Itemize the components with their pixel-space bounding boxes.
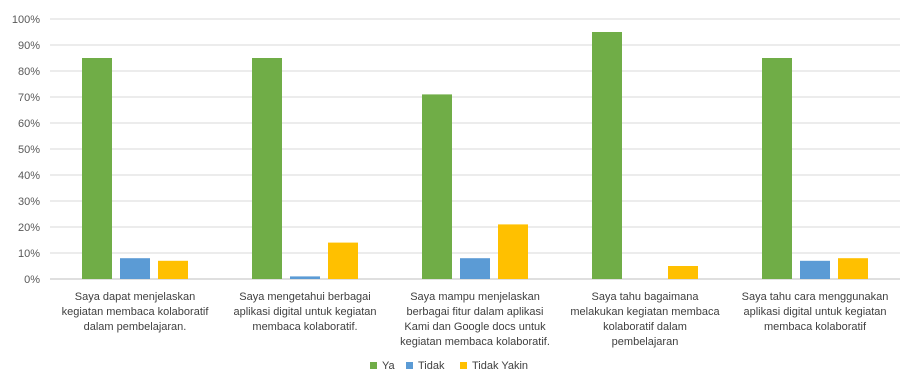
y-tick-label: 0% bbox=[24, 274, 40, 286]
bar-tidak-yakin bbox=[668, 266, 698, 279]
legend-swatch bbox=[370, 362, 377, 369]
y-tick-label: 80% bbox=[18, 66, 40, 78]
y-tick-label: 70% bbox=[18, 92, 40, 104]
category-label: Saya mampu menjelaskan berbagai fitur dal… bbox=[400, 291, 550, 348]
bar-tidak-yakin bbox=[838, 258, 868, 279]
y-axis: 0% 10% 20% 30% 40% 50% 60% 70% 80% 90% 100% bbox=[12, 14, 40, 286]
category-label: Saya mengetahui berbagai aplikasi digital… bbox=[233, 291, 376, 333]
legend-swatch bbox=[406, 362, 413, 369]
bar-ya bbox=[252, 58, 282, 279]
legend-label: Tidak Yakin bbox=[472, 360, 528, 372]
y-tick-label: 50% bbox=[18, 144, 40, 156]
bar-tidak-yakin bbox=[328, 242, 358, 279]
bar-ya bbox=[762, 58, 792, 279]
bar-tidak-yakin bbox=[498, 224, 528, 279]
y-tick-label: 40% bbox=[18, 170, 40, 182]
bar-ya bbox=[82, 58, 112, 279]
y-tick-label: 60% bbox=[18, 118, 40, 130]
y-tick-label: 90% bbox=[18, 40, 40, 52]
bars bbox=[82, 32, 868, 280]
bar-tidak bbox=[120, 258, 150, 279]
bar-tidak bbox=[460, 258, 490, 279]
y-tick-label: 30% bbox=[18, 196, 40, 208]
bar-tidak-yakin bbox=[158, 260, 188, 279]
y-tick-label: 10% bbox=[18, 248, 40, 260]
x-axis: Saya dapat menjelaskan kegiatan membaca k… bbox=[62, 291, 889, 348]
category-label: Saya tahu cara menggunakan aplikasi digit… bbox=[742, 291, 889, 333]
bar-tidak bbox=[290, 276, 320, 279]
legend-label: Tidak bbox=[418, 360, 445, 372]
bar-tidak bbox=[800, 260, 830, 279]
gridlines bbox=[50, 18, 900, 280]
legend: Ya Tidak Tidak Yakin bbox=[370, 360, 528, 372]
legend-label: Ya bbox=[382, 360, 396, 372]
legend-swatch bbox=[460, 362, 467, 369]
category-label: Saya dapat menjelaskan kegiatan membaca k… bbox=[62, 291, 210, 333]
y-tick-label: 100% bbox=[12, 14, 40, 26]
y-tick-label: 20% bbox=[18, 222, 40, 234]
bar-ya bbox=[422, 94, 452, 280]
bar-ya bbox=[592, 32, 622, 279]
category-label: Saya tahu bagaimana melakukan kegiatan me… bbox=[570, 291, 720, 348]
